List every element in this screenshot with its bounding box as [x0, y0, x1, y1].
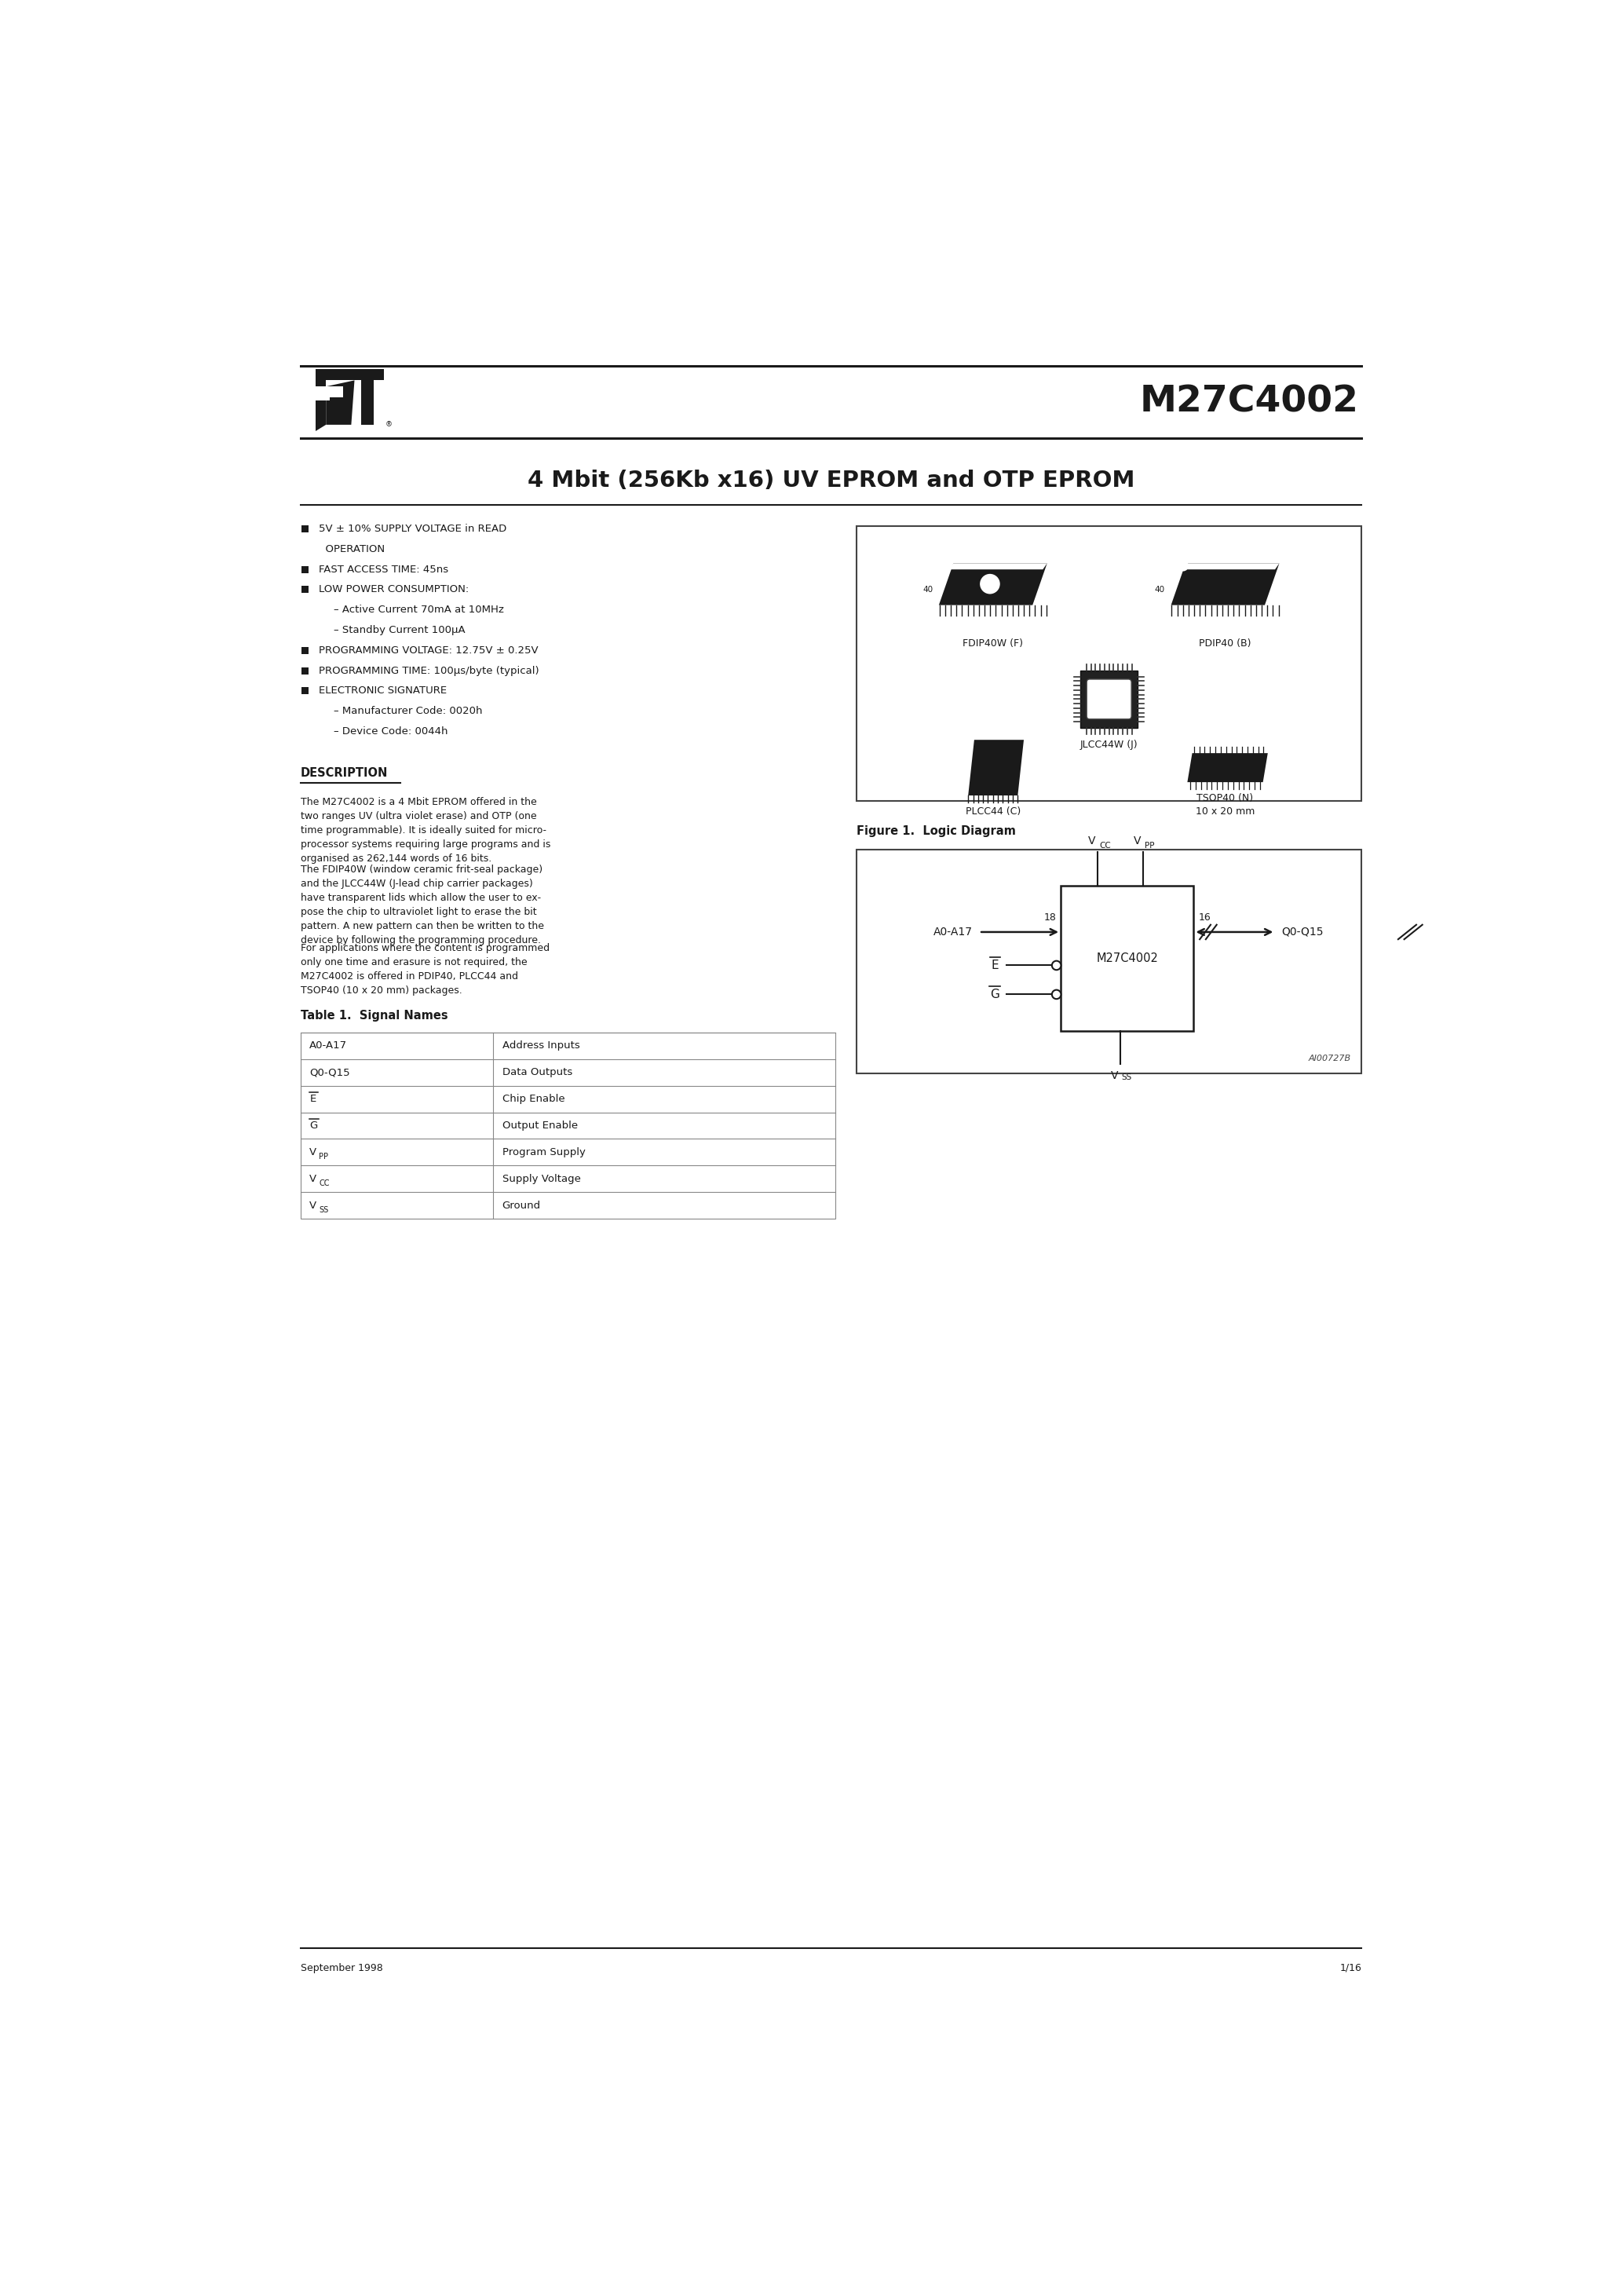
Polygon shape	[939, 563, 1048, 606]
FancyBboxPatch shape	[856, 850, 1361, 1072]
Polygon shape	[968, 739, 1023, 794]
Bar	[302, 526, 308, 533]
Text: Ground: Ground	[503, 1201, 540, 1210]
Text: PP: PP	[1145, 840, 1155, 850]
Text: The M27C4002 is a 4 Mbit EPROM offered in the
two ranges UV (ultra violet erase): The M27C4002 is a 4 Mbit EPROM offered i…	[300, 797, 550, 863]
Text: FDIP40W (F): FDIP40W (F)	[963, 638, 1023, 650]
Text: Data Outputs: Data Outputs	[503, 1068, 573, 1077]
Bar	[302, 585, 308, 592]
Text: 5V ± 10% SUPPLY VOLTAGE in READ: 5V ± 10% SUPPLY VOLTAGE in READ	[318, 523, 506, 535]
Text: V: V	[1111, 1070, 1118, 1081]
Text: V: V	[1088, 836, 1095, 847]
Text: M27C4002: M27C4002	[1139, 383, 1358, 420]
Text: A0-A17: A0-A17	[310, 1040, 347, 1052]
Text: G: G	[310, 1120, 318, 1130]
Text: A0-A17: A0-A17	[934, 928, 973, 937]
Circle shape	[980, 574, 1001, 595]
Text: Address Inputs: Address Inputs	[503, 1040, 579, 1052]
FancyBboxPatch shape	[300, 1033, 835, 1219]
Text: – Device Code: 0044h: – Device Code: 0044h	[334, 726, 448, 737]
Text: AI00727B: AI00727B	[1307, 1054, 1351, 1063]
Polygon shape	[326, 381, 355, 425]
Bar	[302, 565, 308, 572]
Text: ®: ®	[386, 420, 393, 427]
Text: – Standby Current 100μA: – Standby Current 100μA	[334, 625, 466, 636]
Polygon shape	[355, 370, 383, 381]
Polygon shape	[362, 381, 375, 425]
Text: ELECTRONIC SIGNATURE: ELECTRONIC SIGNATURE	[318, 687, 446, 696]
FancyBboxPatch shape	[1087, 680, 1132, 719]
Text: 1/16: 1/16	[1340, 1963, 1361, 1972]
FancyBboxPatch shape	[1061, 886, 1194, 1031]
Polygon shape	[1181, 563, 1280, 569]
Polygon shape	[326, 386, 342, 400]
FancyBboxPatch shape	[856, 526, 1361, 801]
Polygon shape	[316, 370, 355, 386]
Text: E: E	[991, 960, 999, 971]
Text: E: E	[310, 1093, 316, 1104]
Circle shape	[1053, 990, 1061, 999]
Text: Supply Voltage: Supply Voltage	[503, 1173, 581, 1185]
Text: V: V	[310, 1148, 316, 1157]
Text: DESCRIPTION: DESCRIPTION	[300, 767, 388, 778]
Text: LOW POWER CONSUMPTION:: LOW POWER CONSUMPTION:	[318, 585, 469, 595]
FancyBboxPatch shape	[1080, 670, 1137, 728]
Text: 16: 16	[1199, 912, 1210, 923]
Text: CC: CC	[320, 1180, 329, 1187]
Text: CC: CC	[1100, 840, 1111, 850]
Text: For applications where the content is programmed
only one time and erasure is no: For applications where the content is pr…	[300, 944, 550, 994]
Text: SS: SS	[1122, 1072, 1132, 1081]
Text: – Active Current 70mA at 10MHz: – Active Current 70mA at 10MHz	[334, 604, 504, 615]
Text: 18: 18	[1043, 912, 1056, 923]
Text: V: V	[310, 1173, 316, 1185]
Text: Program Supply: Program Supply	[503, 1148, 586, 1157]
Text: The FDIP40W (window ceramic frit-seal package)
and the JLCC44W (J-lead chip carr: The FDIP40W (window ceramic frit-seal pa…	[300, 863, 543, 946]
Text: Chip Enable: Chip Enable	[503, 1093, 564, 1104]
Polygon shape	[949, 563, 1048, 569]
Text: SS: SS	[320, 1205, 329, 1215]
Text: V: V	[310, 1201, 316, 1210]
Text: Table 1.  Signal Names: Table 1. Signal Names	[300, 1010, 448, 1022]
Text: V: V	[1134, 836, 1140, 847]
Text: September 1998: September 1998	[300, 1963, 383, 1972]
Text: PDIP40 (B): PDIP40 (B)	[1199, 638, 1251, 650]
Text: 40: 40	[1155, 585, 1165, 592]
Bar	[302, 687, 308, 693]
Text: G: G	[989, 990, 999, 1001]
Text: JLCC44W (J): JLCC44W (J)	[1080, 739, 1139, 751]
Text: Output Enable: Output Enable	[503, 1120, 577, 1130]
Text: Figure 1.  Logic Diagram: Figure 1. Logic Diagram	[856, 824, 1015, 838]
Polygon shape	[1171, 563, 1280, 606]
Circle shape	[1053, 960, 1061, 969]
Bar	[302, 668, 308, 675]
Text: PP: PP	[320, 1153, 328, 1162]
Text: M27C4002: M27C4002	[1096, 953, 1158, 964]
Text: OPERATION: OPERATION	[318, 544, 384, 553]
Polygon shape	[316, 400, 326, 432]
Text: TSOP40 (N)
10 x 20 mm: TSOP40 (N) 10 x 20 mm	[1195, 792, 1255, 817]
Text: PLCC44 (C): PLCC44 (C)	[965, 806, 1020, 817]
Bar	[302, 647, 308, 654]
Text: – Manufacturer Code: 0020h: – Manufacturer Code: 0020h	[334, 707, 482, 716]
Text: PROGRAMMING VOLTAGE: 12.75V ± 0.25V: PROGRAMMING VOLTAGE: 12.75V ± 0.25V	[318, 645, 539, 654]
Text: 40: 40	[923, 585, 933, 592]
Text: FAST ACCESS TIME: 45ns: FAST ACCESS TIME: 45ns	[318, 565, 448, 574]
Circle shape	[1178, 560, 1189, 572]
Text: PROGRAMMING TIME: 100μs/byte (typical): PROGRAMMING TIME: 100μs/byte (typical)	[318, 666, 539, 675]
Text: Q0-Q15: Q0-Q15	[310, 1068, 350, 1077]
Text: Q0-Q15: Q0-Q15	[1281, 928, 1324, 937]
Polygon shape	[1187, 753, 1268, 783]
Text: 4 Mbit (256Kb x16) UV EPROM and OTP EPROM: 4 Mbit (256Kb x16) UV EPROM and OTP EPRO…	[527, 468, 1135, 491]
